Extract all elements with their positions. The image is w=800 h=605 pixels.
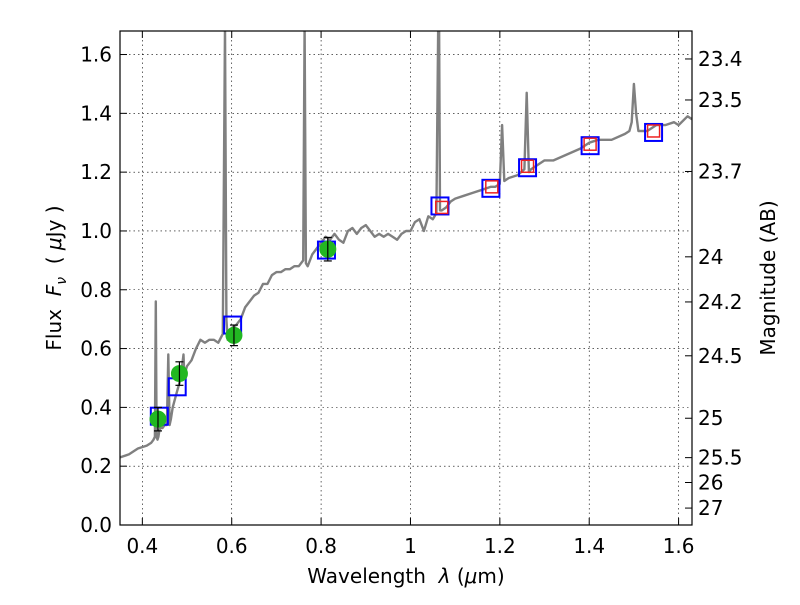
x-tick-label: 1 xyxy=(404,534,417,558)
model-photometry-marker xyxy=(481,178,501,198)
y2-tick-label: 23.7 xyxy=(698,159,743,183)
x-tick-label: 1.2 xyxy=(484,534,516,558)
observed-nir-marker xyxy=(646,124,661,138)
y-tick-label: 0.8 xyxy=(80,278,112,302)
x-tick-label: 1.6 xyxy=(663,534,695,558)
x-tick-label: 0.4 xyxy=(126,534,158,558)
y2-tick-label: 24.5 xyxy=(698,344,743,368)
y2-tick-label: 24.2 xyxy=(698,290,743,314)
y-tick-label: 1.2 xyxy=(80,160,112,184)
y2-tick-label: 26 xyxy=(698,470,723,494)
y2-tick-label: 25 xyxy=(698,406,723,430)
axis-ticks xyxy=(120,31,692,526)
observed-nir-marker xyxy=(583,137,597,151)
y2-tick-label: 24 xyxy=(698,245,723,269)
y-tick-label: 1.6 xyxy=(80,43,112,67)
observed-nir-marker xyxy=(520,159,535,174)
y-tick-label: 1.0 xyxy=(80,219,112,243)
y2-axis-title: Magnitude (AB) xyxy=(756,200,780,355)
y-tick-label: 0.4 xyxy=(80,395,112,419)
x-tick-label: 0.8 xyxy=(305,534,337,558)
observed-nir-marker xyxy=(435,200,449,215)
y-tick-label: 0.2 xyxy=(80,454,112,478)
model-photometry-marker xyxy=(580,136,600,156)
plot-area xyxy=(120,31,692,459)
y2-tick-label: 25.5 xyxy=(698,446,743,470)
x-tick-label: 0.6 xyxy=(216,534,248,558)
x-tick-label: 1.4 xyxy=(573,534,605,558)
observed-nir-marker xyxy=(485,180,499,194)
y2-tick-label: 23.4 xyxy=(698,47,743,71)
y-tick-label: 1.4 xyxy=(80,101,112,125)
model-photometry-marker xyxy=(518,158,538,178)
y2-tick-label: 27 xyxy=(698,496,723,520)
x-axis-title: Wavelength λ (μm) xyxy=(307,564,504,588)
plot-frame xyxy=(119,30,693,526)
y-tick-label: 0.6 xyxy=(80,337,112,361)
y-tick-label: 0.0 xyxy=(80,513,112,537)
model-photometry-marker xyxy=(644,122,664,142)
y2-tick-label: 23.5 xyxy=(698,88,743,112)
